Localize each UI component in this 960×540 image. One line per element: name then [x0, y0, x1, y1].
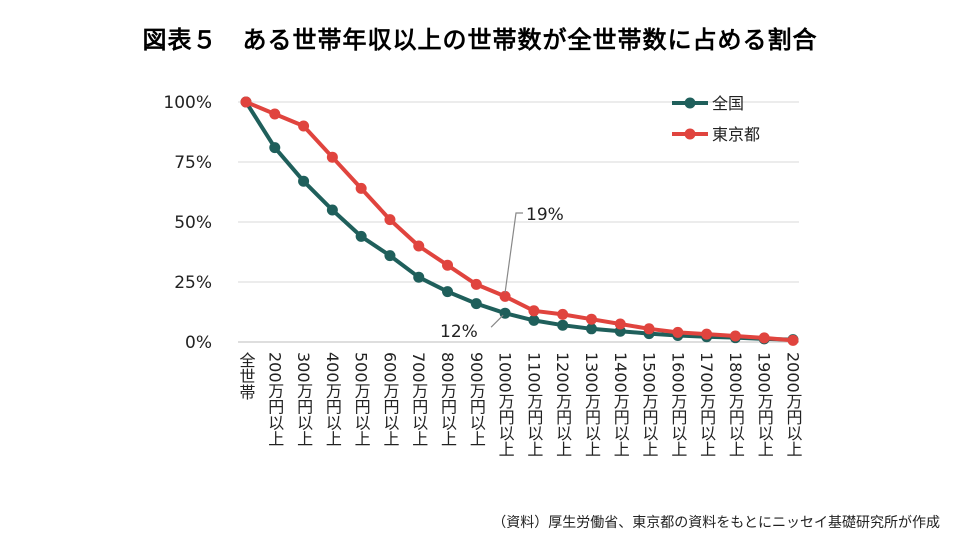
chart-title: 図表５ ある世帯年収以上の世帯数が全世帯数に占める割合	[142, 26, 818, 54]
data-point	[528, 314, 540, 326]
x-tick-label: 1900万円以上	[755, 352, 774, 457]
annotation-label: 19%	[526, 205, 564, 225]
data-point	[643, 323, 655, 335]
data-point	[557, 308, 569, 320]
y-tick-label: 75%	[174, 153, 212, 173]
x-tick-label: 400万円以上	[323, 352, 342, 447]
data-point	[384, 214, 396, 226]
legend-label: 全国	[712, 94, 744, 113]
source-note: （資料）厚生労働省、東京都の資料をもとにニッセイ基礎研究所が作成	[492, 515, 940, 531]
x-tick-label: 1800万円以上	[726, 352, 745, 457]
data-point	[470, 278, 482, 290]
x-tick-label: 1300万円以上	[582, 352, 601, 457]
x-tick-label: 700万円以上	[409, 352, 428, 447]
data-point	[326, 204, 338, 216]
y-tick-label: 100%	[163, 93, 212, 113]
legend-label: 東京都	[712, 125, 760, 144]
data-point	[585, 313, 597, 325]
data-point	[355, 182, 367, 194]
annotation-label: 12%	[440, 322, 478, 342]
data-point	[269, 108, 281, 120]
data-point	[729, 330, 741, 342]
x-tick-label: 200万円以上	[265, 352, 284, 447]
data-point	[787, 334, 799, 346]
series-lines	[240, 96, 799, 346]
data-point	[355, 230, 367, 242]
y-axis: 0% 25% 50% 75% 100%	[163, 93, 212, 353]
x-tick-label: 500万円以上	[352, 352, 371, 447]
callout-line	[504, 212, 523, 293]
data-point	[326, 151, 338, 163]
series-東京都	[240, 96, 799, 346]
data-point	[499, 290, 511, 302]
data-point	[528, 305, 540, 317]
data-point	[442, 259, 454, 271]
y-tick-label: 25%	[174, 273, 212, 293]
data-point	[413, 240, 425, 252]
x-tick-label: 全世帯	[237, 352, 256, 400]
x-tick-label: 1000万円以上	[496, 352, 515, 457]
x-tick-label: 300万円以上	[294, 352, 313, 447]
x-tick-label: 1600万円以上	[668, 352, 687, 457]
data-point	[701, 328, 713, 340]
data-point	[442, 286, 454, 298]
data-point	[298, 120, 310, 132]
data-point	[614, 318, 626, 330]
annotations: 19% 12%	[440, 205, 564, 342]
x-tick-label: 1500万円以上	[640, 352, 659, 457]
data-point	[585, 323, 597, 335]
callout-line	[490, 314, 504, 328]
x-tick-label: 600万円以上	[380, 352, 399, 447]
data-point	[470, 298, 482, 310]
data-point	[413, 271, 425, 283]
data-point	[240, 96, 252, 108]
data-point	[758, 332, 770, 344]
data-point	[298, 175, 310, 187]
x-tick-label: 900万円以上	[467, 352, 486, 447]
y-tick-label: 0%	[185, 333, 212, 353]
data-point	[384, 250, 396, 262]
data-point	[672, 326, 684, 338]
data-point	[269, 142, 281, 154]
x-axis: 全世帯 200万円以上 300万円以上 400万円以上 500万円以上 600万円以上 70…	[237, 352, 803, 457]
x-tick-label: 2000万円以上	[784, 352, 803, 457]
series-line	[245, 100, 794, 343]
y-tick-label: 50%	[174, 213, 212, 233]
x-tick-label: 1100万円以上	[524, 352, 543, 457]
x-tick-label: 1400万円以上	[611, 352, 630, 457]
data-point	[557, 319, 569, 331]
x-tick-label: 800万円以上	[438, 352, 457, 447]
x-tick-label: 1200万円以上	[553, 352, 572, 457]
x-tick-label: 1700万円以上	[697, 352, 716, 457]
legend-marker	[684, 128, 696, 140]
legend-marker	[684, 97, 696, 109]
